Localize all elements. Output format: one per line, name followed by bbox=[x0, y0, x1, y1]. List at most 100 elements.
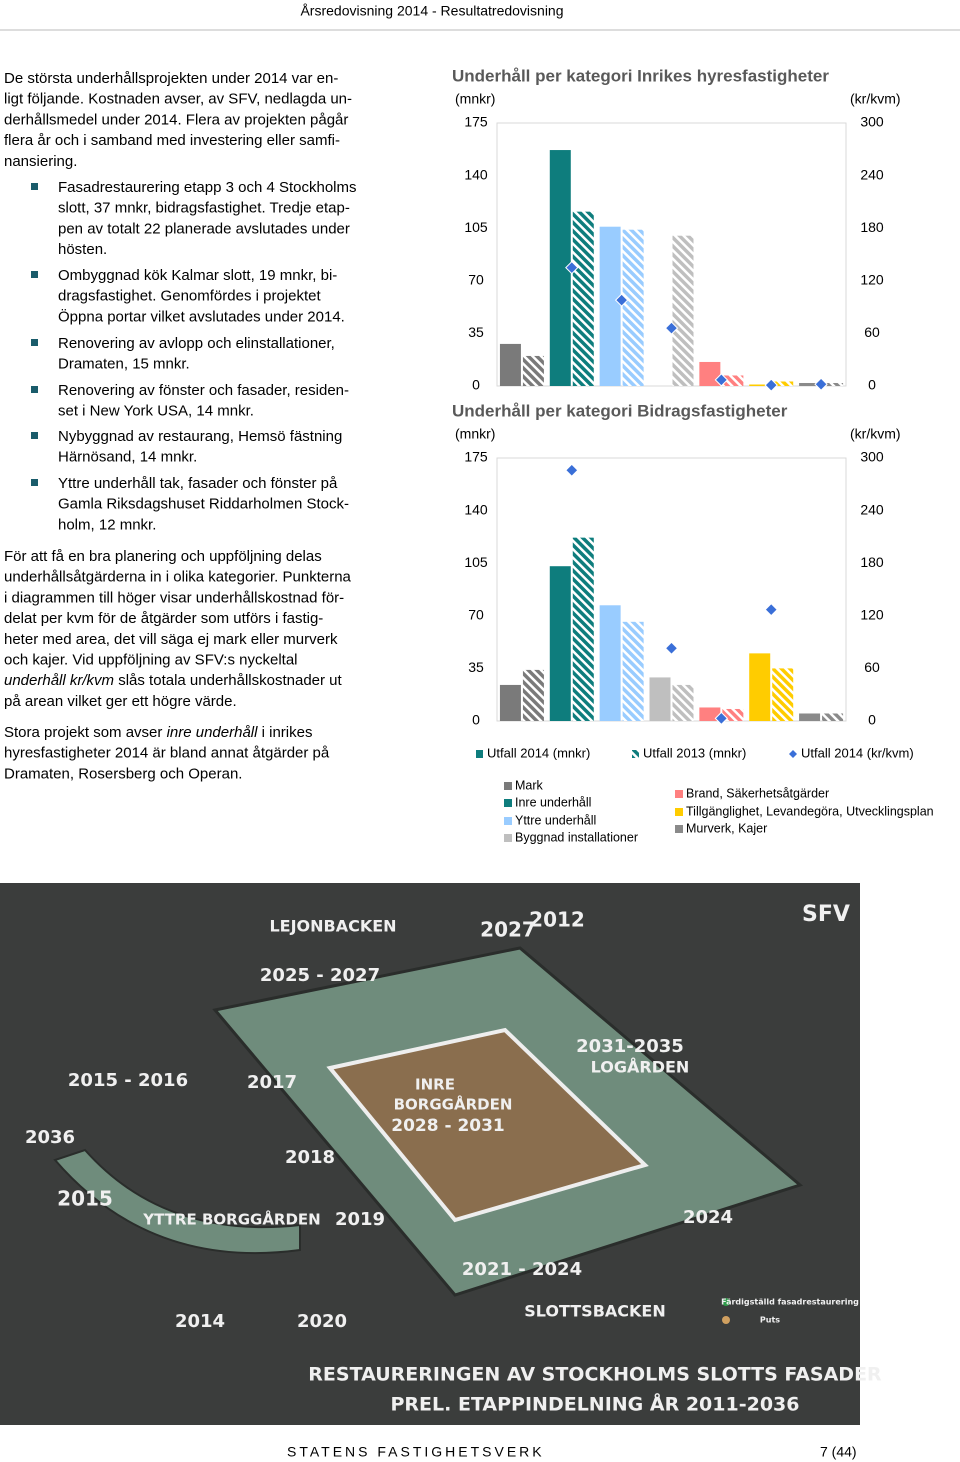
illustration-label: LOGÅRDEN bbox=[591, 1058, 690, 1077]
y-tick-label: 175 bbox=[464, 114, 488, 130]
legend-label: Utfall 2014 (mnkr) bbox=[487, 745, 590, 760]
bar bbox=[672, 235, 694, 386]
plot-frame bbox=[496, 122, 847, 387]
text-line: på arean vilket ger ett högre värde. bbox=[4, 693, 237, 710]
illustration-label: LEJONBACKEN bbox=[269, 917, 396, 936]
chart-title: Underhåll per kategori Bidragsfastighete… bbox=[452, 401, 788, 420]
y2-tick-label: 60 bbox=[864, 659, 880, 675]
legend-swatch bbox=[632, 750, 639, 758]
text-line: hösten. bbox=[58, 241, 107, 258]
y2-tick-label: 240 bbox=[860, 166, 884, 182]
legend-dot bbox=[722, 1298, 730, 1306]
bar bbox=[799, 382, 821, 386]
text-line: Ombyggnad kök Kalmar slott, 19 mnkr, bi- bbox=[58, 267, 337, 284]
plot-frame bbox=[496, 457, 847, 722]
y-axis-label: (mnkr) bbox=[455, 426, 495, 442]
y2-axis-label: (kr/kvm) bbox=[850, 426, 901, 442]
bar bbox=[499, 684, 521, 721]
text-line: nansiering. bbox=[4, 153, 77, 170]
illustration-label: YTTRE BORGGÅRDEN bbox=[142, 1210, 320, 1229]
text-line: pen av totalt 22 planerade avslutades un… bbox=[58, 220, 350, 237]
text-run: underhåll kr/kvm bbox=[4, 672, 114, 689]
illustration-label: 2028 - 2031 bbox=[391, 1116, 505, 1136]
illustration-label: 2031-2035 bbox=[576, 1036, 684, 1057]
text-run: slås totala underhållskostnader ut bbox=[114, 672, 342, 689]
bullet-marker bbox=[31, 339, 38, 346]
bar bbox=[622, 229, 644, 386]
y2-tick-label: 300 bbox=[860, 449, 884, 465]
y-tick-label: 140 bbox=[464, 501, 488, 517]
legend-label: Utfall 2014 (kr/kvm) bbox=[801, 745, 914, 760]
illustration-label: 2012 bbox=[529, 908, 585, 932]
diamond-marker bbox=[814, 377, 828, 391]
text-line: set i New York USA, 14 mnkr. bbox=[58, 403, 254, 420]
bar bbox=[622, 621, 644, 721]
category-label: Yttre underhåll bbox=[515, 813, 596, 827]
text-line: ligt följande. Kostnaden avser, av SFV, … bbox=[4, 91, 352, 108]
illustration-label: 2036 bbox=[25, 1127, 75, 1148]
bar bbox=[549, 566, 571, 721]
illustration-label: SLOTTSBACKEN bbox=[524, 1302, 666, 1321]
text-line: slott, 37 mnkr, bidragsfastighet. Tredje… bbox=[58, 200, 350, 217]
text-line: underhåll kr/kvm slås totala underhållsk… bbox=[4, 672, 343, 689]
illustration-label: 2025 - 2027 bbox=[260, 965, 380, 986]
y2-tick-label: 60 bbox=[864, 324, 880, 340]
text-line: Nybyggnad av restaurang, Hemsö fästning bbox=[58, 428, 342, 445]
illustration-label: 2019 bbox=[335, 1209, 385, 1230]
text-line: hyresfastigheter 2014 är bland annat åtg… bbox=[4, 745, 330, 762]
y-tick-label: 175 bbox=[464, 449, 488, 465]
diamond-marker bbox=[664, 641, 679, 655]
illustration-label: 2018 bbox=[285, 1147, 335, 1168]
bar bbox=[649, 677, 671, 721]
y-tick-label: 35 bbox=[468, 324, 484, 340]
text-run: i inrikes bbox=[257, 724, 312, 741]
illustration-label: INRE bbox=[415, 1076, 455, 1094]
bullet-marker bbox=[31, 271, 38, 278]
y-tick-label: 70 bbox=[468, 272, 484, 288]
diamond-marker bbox=[714, 373, 729, 387]
curved-wing bbox=[53, 1148, 301, 1255]
bar bbox=[772, 381, 794, 386]
y-tick-label: 0 bbox=[472, 377, 480, 393]
bar bbox=[599, 226, 621, 386]
bar bbox=[772, 668, 794, 721]
text-line: delat per kvm för de åtgärder som utförs… bbox=[4, 610, 323, 627]
text-line: flera år och i samband med investering e… bbox=[4, 132, 340, 149]
text-line: heter med area, det vill säga ej mark el… bbox=[4, 631, 338, 648]
bar bbox=[572, 211, 594, 386]
illustration-label: 2017 bbox=[247, 1072, 297, 1093]
text-line: Dramaten, Rosersberg och Operan. bbox=[4, 765, 242, 782]
illustration-label: SFV bbox=[802, 902, 850, 927]
text-line: De största underhållsprojekten under 201… bbox=[4, 70, 338, 87]
category-label: Murverk, Kajer bbox=[686, 821, 767, 835]
category-swatch bbox=[675, 808, 683, 816]
bar bbox=[749, 653, 771, 721]
y2-axis-label: (kr/kvm) bbox=[850, 91, 901, 107]
bar bbox=[799, 713, 821, 721]
category-label: Brand, Säkerhetsåtgärder bbox=[686, 786, 829, 800]
text-line: i diagrammen till höger visar underhålls… bbox=[4, 589, 344, 606]
diamond-marker bbox=[565, 260, 579, 275]
bar bbox=[572, 537, 594, 721]
text-run: Stora projekt som avser bbox=[4, 724, 167, 741]
y-tick-label: 105 bbox=[464, 219, 488, 235]
category-swatch bbox=[504, 834, 512, 842]
y2-tick-label: 0 bbox=[868, 377, 876, 393]
bar bbox=[749, 384, 771, 386]
bar bbox=[672, 684, 694, 721]
y2-tick-label: 0 bbox=[868, 712, 876, 728]
chart-title: Underhåll per kategori Inrikes hyresfast… bbox=[452, 66, 829, 85]
bar bbox=[599, 605, 621, 721]
category-label: Tillgänglighet, Levandegöra, Utvecklings… bbox=[686, 804, 934, 818]
legend-dot bbox=[722, 1316, 730, 1324]
bar bbox=[722, 375, 744, 386]
text-line: Fasadrestaurering etapp 3 och 4 Stockhol… bbox=[58, 179, 357, 196]
category-label: Mark bbox=[515, 778, 544, 792]
text-run: inre underhåll bbox=[167, 724, 259, 741]
illustration-label: BORGGÅRDEN bbox=[394, 1095, 513, 1114]
illustration-label: PREL. ETAPPINDELNING ÅR 2011-2036 bbox=[390, 1392, 799, 1416]
y2-tick-label: 240 bbox=[860, 501, 884, 517]
illustration-label: Puts bbox=[760, 1316, 780, 1325]
